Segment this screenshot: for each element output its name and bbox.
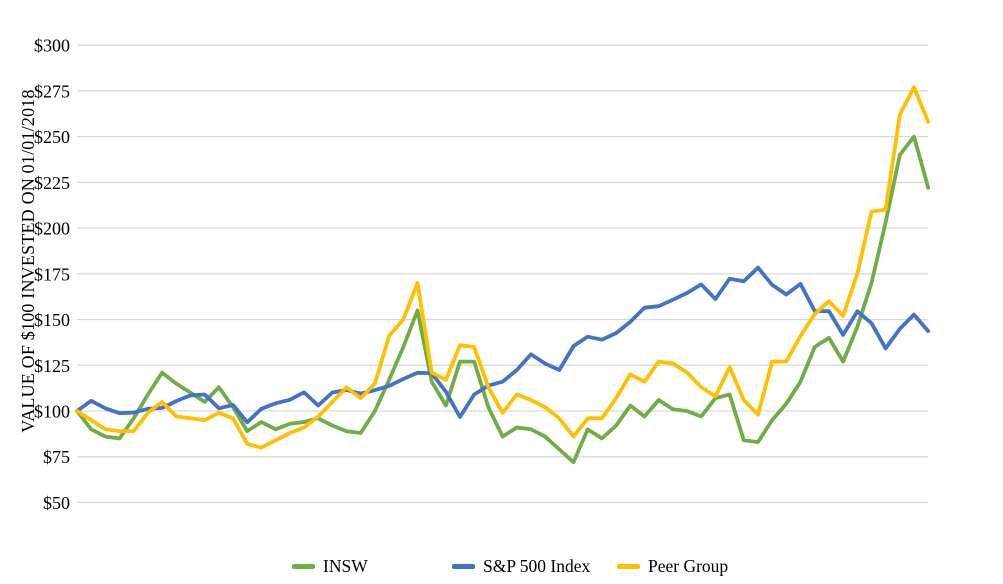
y-tick-label: $75 xyxy=(43,447,70,467)
y-axis-title: VALUE OF $100 INVESTED ON 01/01/2018 xyxy=(18,89,38,433)
y-tick-label: $300 xyxy=(34,36,70,56)
series-line-peer-group xyxy=(75,85,931,450)
y-tick-label: $200 xyxy=(34,219,70,239)
y-tick-label: $250 xyxy=(34,127,70,147)
y-tick-label: $50 xyxy=(43,493,70,513)
series-line-insw xyxy=(75,134,931,465)
y-tick-label: $175 xyxy=(34,264,70,284)
y-tick-label: $275 xyxy=(34,81,70,101)
y-tick-label: $150 xyxy=(34,310,70,330)
y-tick-label: $100 xyxy=(34,402,70,422)
series-line-s-p-500-index xyxy=(75,265,931,425)
y-tick-label: $225 xyxy=(34,173,70,193)
y-tick-label: $125 xyxy=(34,356,70,376)
